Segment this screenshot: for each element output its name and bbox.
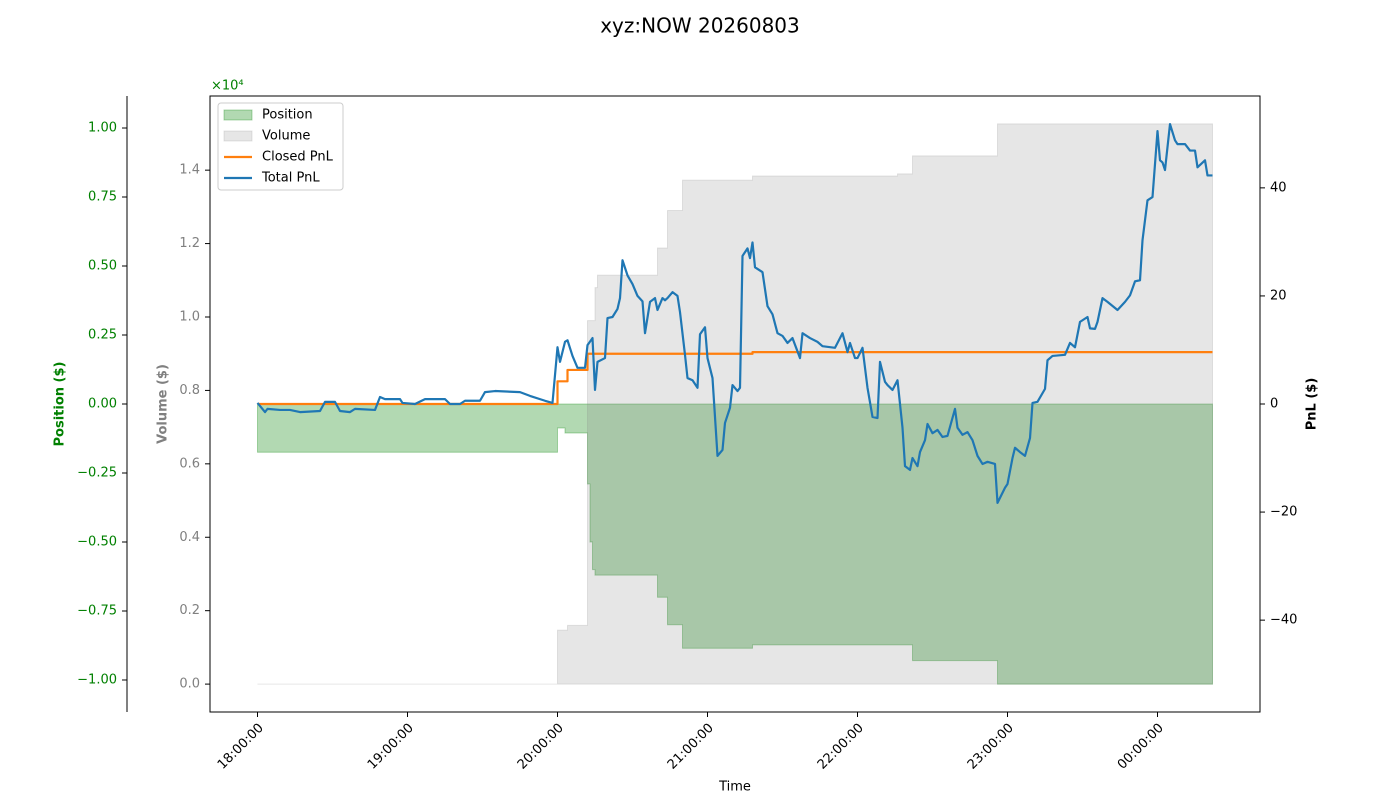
y-tick-label: 0.25 [88,328,117,343]
y-axis-label: Volume ($) [156,364,171,444]
y-tick-label: 40 [1270,180,1287,195]
line [257,351,1213,406]
area [257,403,1213,685]
legend-box [217,102,344,191]
y-tick-label: 0.8 [179,383,200,398]
y-tick-label: 1.2 [179,236,200,251]
y-axis-label: Position ($) [53,362,68,447]
x-tick-label: 20:00:00 [515,721,567,773]
y-tick-label: 0.6 [179,456,200,471]
x-tick-label: 00:00:00 [1115,721,1167,773]
y-axis-label: PnL ($) [1305,378,1320,431]
legend-label: Closed PnL [262,150,334,165]
x-tick-label: 22:00:00 [815,721,867,773]
y-tick-label: 0.00 [88,397,117,412]
legend-swatch [223,109,253,121]
y-tick-label: 0 [1270,397,1278,412]
plot-area [256,122,1213,685]
legend: Position Volume Closed PnL Total PnL [217,102,344,191]
y-tick-label: 0.50 [88,259,117,274]
axis-offset: ×10⁴ [211,79,244,94]
y-tick-label: 0.2 [179,603,200,618]
legend-label: Volume [262,129,310,144]
line [256,122,1213,504]
y-tick-label: 1.0 [179,309,200,324]
y-tick-label: 0.75 [88,190,117,205]
y-tick-label: 1.4 [179,163,200,178]
x-tick-label: 18:00:00 [215,721,267,773]
x-tick-label: 23:00:00 [965,721,1017,773]
y-tick-label: −0.75 [77,603,117,618]
y-tick-label: 20 [1270,288,1287,303]
area [257,123,1213,685]
y-tick-label: 0.0 [179,677,200,692]
chart-title: xyz:NOW 20260803 [600,14,800,38]
y-tick-label: 1.00 [88,121,117,136]
y-tick-label: −20 [1270,505,1297,520]
y-tick-label: −0.50 [77,534,117,549]
x-axis-label: Time [718,780,751,795]
y-tick-label: 0.4 [179,530,200,545]
y-tick-label: −40 [1270,613,1297,628]
x-tick-label: 21:00:00 [665,721,717,773]
y-tick-label: −0.25 [77,465,117,480]
legend-swatch [223,130,253,142]
legend-label: Total PnL [261,171,320,186]
legend-label: Position [262,108,313,123]
x-tick-label: 19:00:00 [365,721,417,773]
y-tick-label: −1.00 [77,672,117,687]
